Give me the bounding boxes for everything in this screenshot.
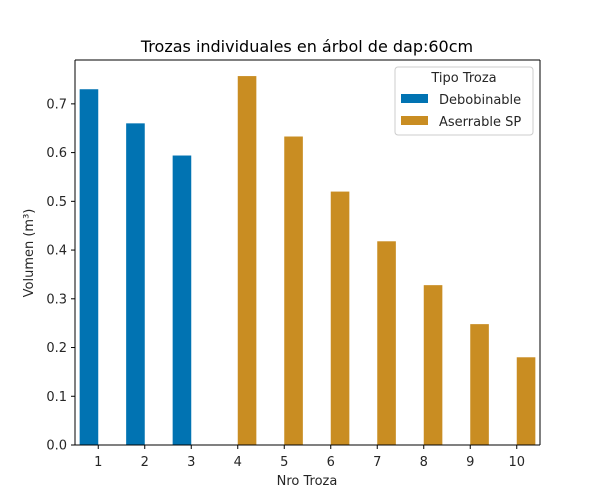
x-tick-label: 8: [420, 455, 428, 470]
x-tick-label: 10: [508, 455, 525, 470]
legend-label-debobinable: Debobinable: [439, 93, 521, 108]
x-tick-label: 9: [466, 455, 474, 470]
bar-aserrable-sp-5: [284, 136, 303, 445]
y-tick-label: 0.5: [46, 195, 67, 210]
x-tick-label: 1: [94, 455, 102, 470]
bar-aserrable-sp-9: [470, 324, 489, 445]
x-tick-label: 6: [327, 455, 335, 470]
y-tick-label: 0.3: [46, 292, 67, 307]
legend-swatch-aserrable-sp: [401, 116, 428, 125]
legend-swatch-debobinable: [401, 94, 428, 103]
legend-box: [394, 66, 534, 136]
x-axis-title: Nro Troza: [277, 474, 338, 489]
bars: [79, 76, 536, 445]
x-tick-label: 7: [373, 455, 381, 470]
y-axis-title: Volumen (m³): [22, 209, 37, 298]
legend: Tipo Troza Debobinable Aserrable SP: [394, 66, 534, 136]
y-axis-ticks: 0.0 0.1 0.2 0.3 0.4 0.5 0.6 0.7: [46, 97, 75, 454]
bar-aserrable-sp-7: [377, 241, 396, 445]
x-axis-ticks: 1 2 3 4 5 6 7 8 9 10: [94, 445, 525, 470]
bar-debobinable-1: [79, 89, 99, 445]
x-tick-label: 2: [141, 455, 149, 470]
legend-title: Tipo Troza: [430, 71, 496, 86]
y-tick-label: 0.2: [46, 341, 67, 356]
axes-frame: [74, 59, 541, 446]
y-tick-label: 0.1: [46, 390, 67, 405]
bar-aserrable-sp-6: [330, 191, 350, 445]
y-tick-label: 0.7: [46, 97, 67, 112]
bar-debobinable-2: [126, 123, 145, 445]
x-tick-label: 4: [234, 455, 242, 470]
y-tick-label: 0.6: [46, 146, 67, 161]
bar-aserrable-sp-10: [516, 357, 536, 445]
bar-aserrable-sp-4: [237, 76, 257, 445]
legend-label-aserrable-sp: Aserrable SP: [439, 115, 521, 130]
chart-title: Trozas individuales en árbol de dap:60cm: [140, 37, 473, 56]
bar-debobinable-3: [172, 155, 192, 445]
bar-aserrable-sp-8: [423, 285, 443, 445]
x-tick-label: 3: [187, 455, 195, 470]
y-tick-label: 0.0: [46, 439, 67, 454]
x-tick-label: 5: [280, 455, 288, 470]
y-tick-label: 0.4: [46, 244, 67, 259]
